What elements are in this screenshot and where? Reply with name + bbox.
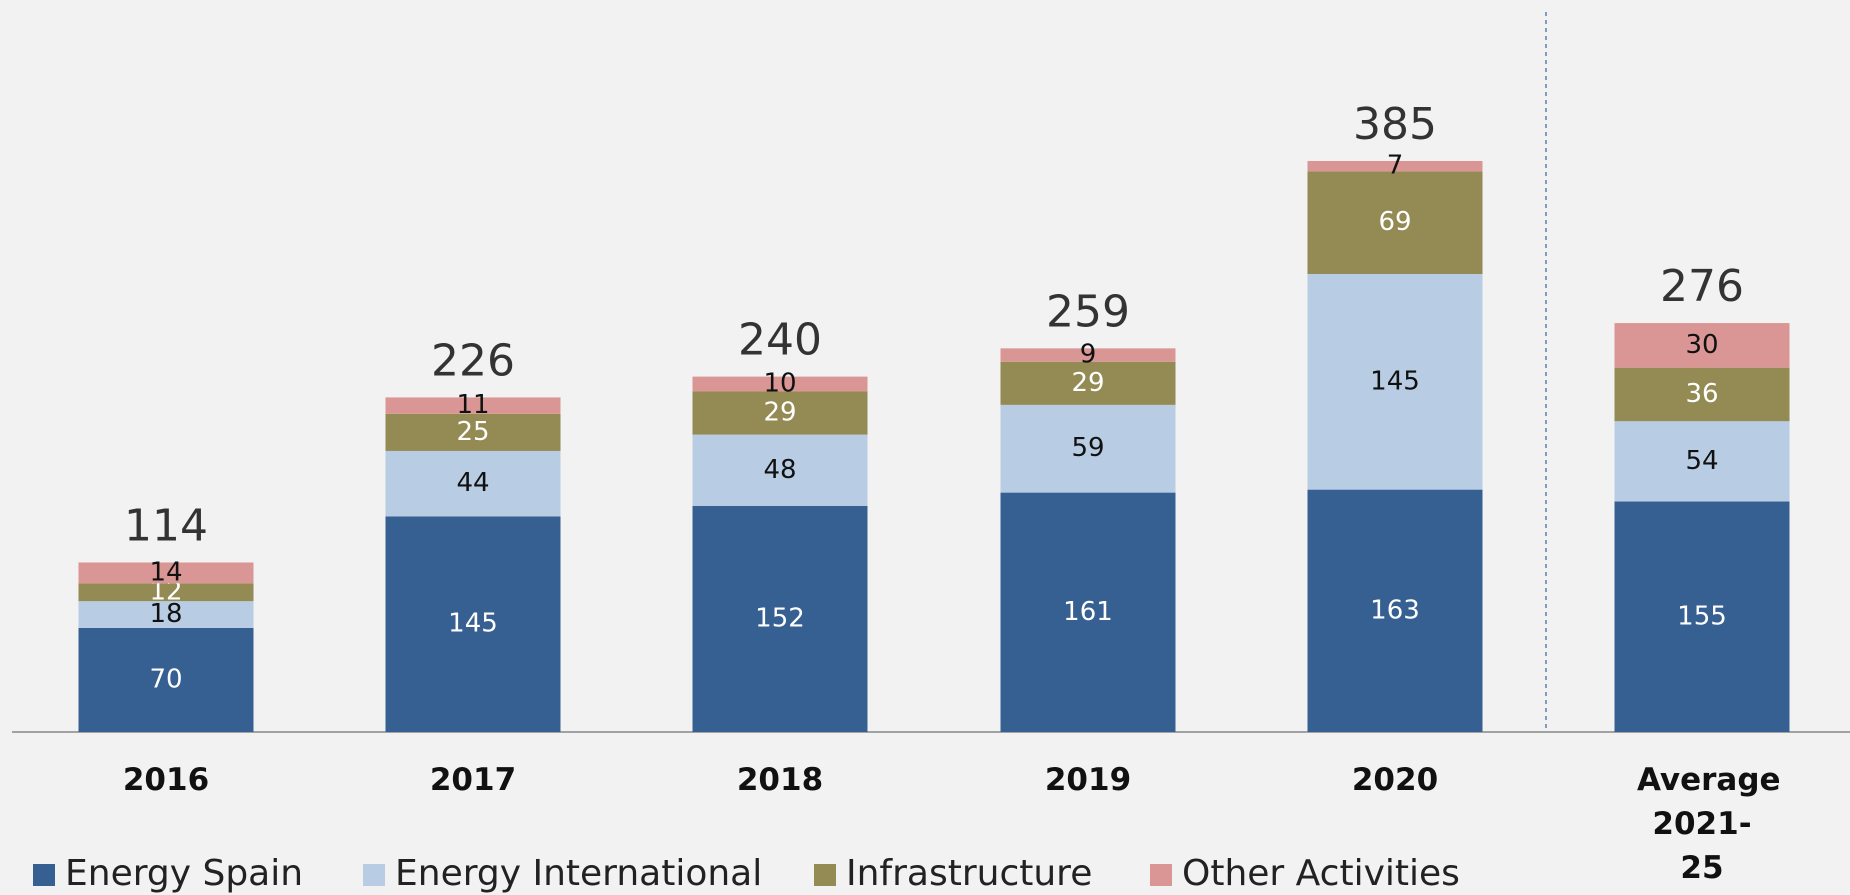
bar-segment	[78, 583, 254, 602]
legend-swatch	[363, 864, 385, 886]
data-label: 7	[1387, 151, 1404, 181]
total-label: 114	[124, 500, 208, 551]
x-tick-label: 2017	[429, 762, 517, 798]
bar-segment	[1614, 501, 1790, 732]
data-label: 25	[456, 417, 489, 447]
data-label: 29	[763, 398, 796, 428]
bar-segment	[1614, 323, 1790, 368]
data-label: 11	[456, 390, 489, 420]
data-label: 54	[1685, 446, 1718, 476]
data-label: 30	[1685, 330, 1718, 360]
total-label: 276	[1660, 261, 1744, 312]
bar-segment	[385, 413, 561, 451]
data-label: 10	[763, 369, 796, 399]
legend-swatch	[814, 864, 836, 886]
data-label: 70	[149, 664, 182, 694]
x-tick-label: 2016	[122, 762, 210, 798]
legend-label: Energy Spain	[65, 853, 303, 894]
data-label: 14	[149, 557, 182, 587]
total-label: 240	[738, 315, 822, 366]
data-label: 145	[1370, 366, 1420, 396]
data-label: 163	[1370, 595, 1420, 625]
legend-label: Infrastructure	[846, 853, 1092, 894]
bar-segment	[78, 601, 254, 628]
bar-segment	[78, 562, 254, 584]
x-tick-label: 2019	[1044, 762, 1132, 798]
data-label: 161	[1063, 597, 1113, 627]
x-tick-label: Average 2021-25	[1637, 762, 1781, 886]
bar-segment	[385, 450, 561, 517]
x-tick-label: 2018	[736, 762, 824, 798]
bar-segment	[1614, 367, 1790, 422]
bar-segment	[1000, 361, 1176, 405]
bar-segment	[1000, 404, 1176, 493]
data-label: 9	[1080, 340, 1097, 370]
data-label: 59	[1071, 433, 1104, 463]
data-label: 36	[1685, 379, 1718, 409]
total-label: 385	[1353, 99, 1437, 150]
bar-segment	[78, 627, 254, 732]
legend-swatch	[1150, 864, 1172, 886]
data-label: 152	[755, 603, 805, 633]
bar-segment	[692, 505, 868, 732]
legend-label: Other Activities	[1182, 853, 1460, 894]
data-label: 29	[1071, 368, 1104, 398]
data-label: 48	[763, 455, 796, 485]
bar-segment	[1307, 160, 1483, 172]
total-label: 259	[1046, 286, 1130, 337]
data-label: 145	[448, 609, 498, 639]
bar-segment	[692, 434, 868, 506]
data-label: 44	[456, 468, 489, 498]
bar-segment	[1000, 492, 1176, 732]
data-label: 69	[1378, 207, 1411, 237]
bar-segment	[1307, 274, 1483, 490]
bar-segment	[1307, 489, 1483, 732]
data-label: 18	[149, 599, 182, 629]
bar-segment	[692, 391, 868, 435]
legend-label: Energy International	[395, 853, 762, 894]
bar-segment	[1000, 348, 1176, 362]
total-label: 226	[431, 335, 515, 386]
legend-swatch	[33, 864, 55, 886]
bar-segment	[385, 397, 561, 414]
data-label: 155	[1677, 601, 1727, 631]
x-tick-label: 2020	[1351, 762, 1439, 798]
bar-segment	[385, 516, 561, 732]
bar-segment	[1614, 421, 1790, 502]
bar-segment	[692, 376, 868, 392]
bar-segment	[1307, 171, 1483, 275]
